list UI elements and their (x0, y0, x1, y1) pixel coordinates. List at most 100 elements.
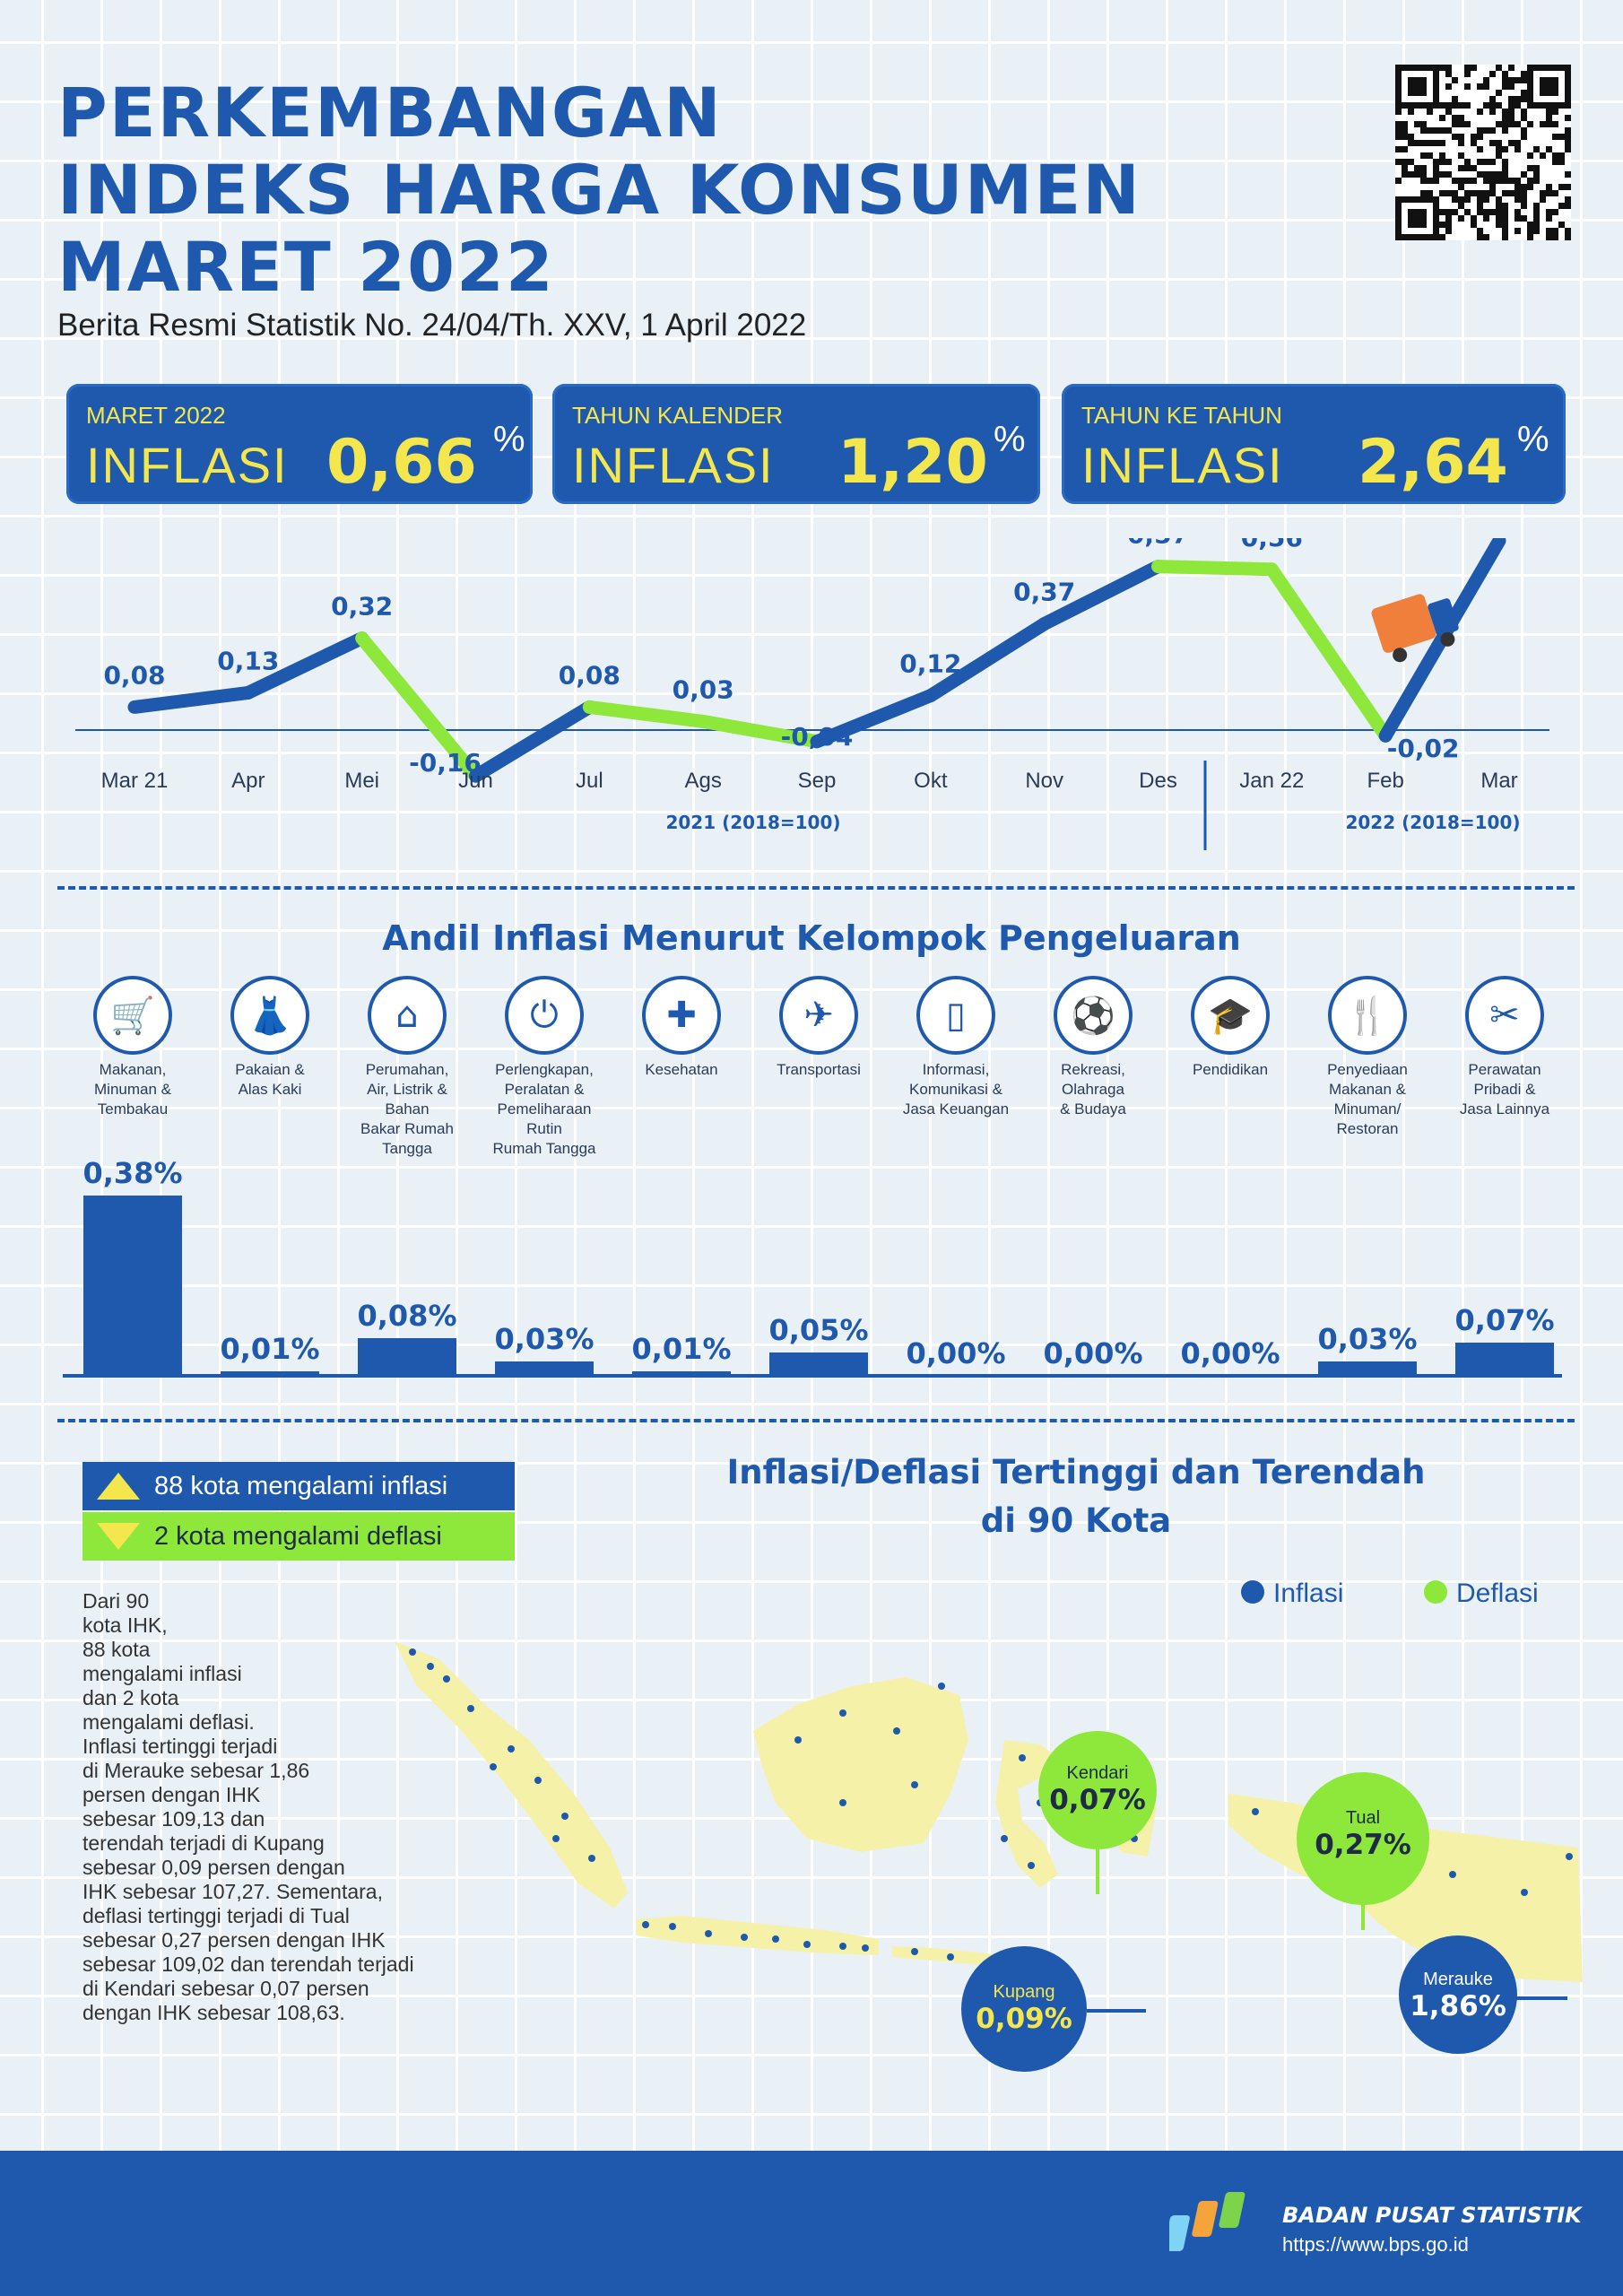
bar-value-label: 0,03% (494, 1322, 595, 1357)
inflation-city-count: 88 kota mengalami inflasi (82, 1462, 515, 1510)
city-marker (772, 1935, 779, 1943)
deflation-city-count: 2 kota mengalami deflasi (82, 1512, 515, 1561)
group-label: Kesehatan (645, 1061, 718, 1078)
page-subtitle: Berita Resmi Statistik No. 24/04/Th. XXV… (57, 308, 807, 343)
x-tick-label: Jan 22 (1239, 769, 1304, 793)
bar-value-label: 0,03% (1317, 1322, 1418, 1357)
card-year-on-year-inflation: TAHUN KE TAHUN INFLASI 2,64 % (1062, 384, 1566, 504)
merauke-pointer (1514, 1996, 1567, 2000)
inflation-count-label: 88 kota mengalami inflasi (154, 1472, 448, 1500)
line-segment (810, 689, 938, 749)
x-tick-label: Apr (231, 769, 265, 793)
city-marker (705, 1930, 712, 1937)
city-marker (794, 1736, 802, 1744)
city-marker (947, 1953, 954, 1961)
paragraph-line: sebesar 0,27 persen dengan IHK (82, 1928, 386, 1952)
city-marker (534, 1777, 542, 1784)
city-marker (443, 1675, 450, 1683)
contribution-bar (221, 1370, 319, 1376)
section-divider (57, 886, 1575, 890)
point-value-label: 0,32 (331, 592, 393, 622)
city-marker (839, 1709, 846, 1717)
card-unit: % (493, 420, 525, 459)
bar-value-label: 0,01% (220, 1331, 320, 1366)
point-value-label: -0,02 (1387, 734, 1460, 763)
paragraph-line: Dari 90 (82, 1589, 150, 1613)
restaurant-icon: 🍴 (1328, 976, 1407, 1055)
point-value-label: 0,08 (103, 660, 165, 690)
bubble-kupang: Kupang 0,09% (961, 1946, 1087, 2072)
point-value-label: 0,57 (1127, 538, 1189, 550)
tual-pointer (1361, 1883, 1365, 1930)
triangle-up-icon (97, 1473, 140, 1500)
line-segment (1151, 560, 1279, 577)
x-tick-label: Mar 21 (101, 769, 169, 793)
paragraph-line: mengalami inflasi (82, 1662, 242, 1685)
deflation-count-label: 2 kota mengalami deflasi (154, 1522, 442, 1551)
x-tick-label: Feb (1367, 769, 1403, 793)
city-marker (409, 1648, 416, 1656)
paragraph-line: 88 kota (82, 1638, 151, 1661)
airplane-icon: ✈ (779, 976, 858, 1055)
city-marker (839, 1799, 846, 1806)
city-name: Merauke (1423, 1970, 1493, 1989)
kupang-pointer (1087, 2009, 1146, 2013)
period-label-2022: 2022 (2018=100) (1345, 812, 1520, 833)
line-segment (1037, 560, 1165, 631)
group-label: Perawatan Pribadi & Jasa Lainnya (1459, 1061, 1550, 1118)
bar-value-label: 0,00% (1043, 1336, 1143, 1370)
first-aid-kit-icon: ✚ (642, 976, 721, 1055)
expenditure-group: ⌂ Perumahan, Air, Listrik & Bahan Bakar Ruma… (344, 976, 470, 1159)
contribution-bar (1318, 1361, 1417, 1376)
group-label: Informasi, Komunikasi & Jasa Keuangan (902, 1061, 1010, 1118)
expenditure-group: ✚ Kesehatan (619, 976, 744, 1080)
kendari-pointer (1096, 1840, 1099, 1894)
footer-url[interactable]: https://www.bps.go.id (1282, 2233, 1469, 2256)
inflation-legend-label: Inflasi (1273, 1578, 1344, 1608)
period-label-2021: 2021 (2018=100) (665, 812, 840, 833)
card-value: 1,20 (838, 427, 988, 498)
city-marker (552, 1835, 560, 1842)
footer-org-name: BADAN PUSAT STATISTIK (1282, 2203, 1582, 2228)
paragraph-line: deflasi tertinggi terjadi di Tual (82, 1904, 350, 1927)
point-value-label: -0,04 (781, 722, 854, 752)
group-label: Pendidikan (1192, 1061, 1269, 1078)
bar-value-label: 0,38% (82, 1155, 183, 1190)
expenditure-group: 🛒 Makanan, Minuman & Tembakau (70, 976, 195, 1119)
city-value: 0,07% (1049, 1784, 1146, 1816)
football-player-icon: ⚽ (1054, 976, 1133, 1055)
card-label: INFLASI (1081, 437, 1284, 493)
x-tick-label: Jul (576, 769, 603, 793)
point-value-label: 0,08 (559, 660, 621, 690)
paragraph-line: dan 2 kota (82, 1686, 179, 1709)
group-label: Penyediaan Makanan & Minuman/Restoran (1327, 1061, 1408, 1137)
bar-value-label: 0,01% (631, 1331, 732, 1366)
bar-value-label: 0,00% (1180, 1336, 1280, 1370)
deflation-legend-dot (1424, 1580, 1447, 1604)
city-marker (1521, 1889, 1528, 1896)
city-marker (911, 1948, 918, 1955)
city-marker (1252, 1808, 1259, 1815)
card-caption: MARET 2022 (86, 402, 226, 429)
x-tick-label: Jun (458, 769, 493, 793)
paragraph-line: kota IHK, (82, 1613, 168, 1637)
triangle-down-icon (97, 1523, 140, 1550)
city-marker (1001, 1835, 1008, 1842)
city-marker (427, 1663, 434, 1670)
city-name: Kupang (993, 1982, 1055, 2002)
contribution-section-title: Andil Inflasi Menurut Kelompok Pengeluar… (382, 918, 1241, 958)
expenditure-group: ⚽ Rekreasi, Olahraga & Budaya (1030, 976, 1156, 1119)
bps-logo-icon (1169, 2192, 1245, 2251)
qr-code[interactable] (1395, 65, 1571, 240)
x-tick-label: Nov (1025, 769, 1063, 793)
city-marker (1449, 1871, 1456, 1878)
house-icon: ⌂ (368, 976, 447, 1055)
paragraph-line: sebesar 109,13 dan (82, 1807, 265, 1831)
inflation-line-chart: 0,08 0,13 0,32 -0,16 0,08 0,03 -0,04 0,12 0,37 0,… (75, 538, 1549, 850)
group-label: Perlengkapan, Peralatan & Pemeliharaan Ruti… (492, 1061, 596, 1157)
bar-value-label: 0,00% (906, 1336, 1006, 1370)
city-marker (803, 1941, 811, 1948)
expenditure-group: ✈ Transportasi (756, 976, 881, 1080)
bar-value-label: 0,08% (357, 1298, 457, 1333)
dress-icon: 👗 (230, 976, 309, 1055)
